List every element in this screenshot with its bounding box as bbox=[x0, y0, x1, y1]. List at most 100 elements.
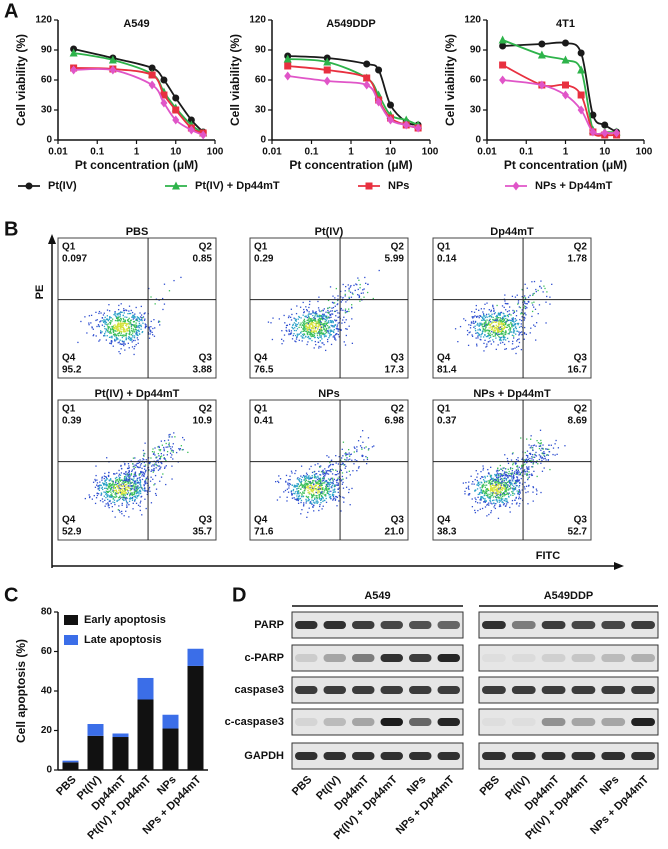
event-dot bbox=[319, 321, 321, 323]
band bbox=[601, 752, 626, 760]
event-dot bbox=[517, 490, 520, 493]
event-dot bbox=[334, 305, 336, 307]
marker bbox=[172, 181, 180, 190]
event-dot bbox=[542, 452, 545, 455]
event-dot bbox=[158, 446, 161, 449]
event-dot bbox=[344, 295, 346, 297]
event-dot bbox=[310, 481, 312, 484]
event-dot bbox=[487, 489, 490, 492]
plot-frame bbox=[249, 399, 409, 541]
event-dot bbox=[272, 317, 274, 319]
event-dot bbox=[318, 487, 320, 489]
event-dot bbox=[106, 318, 108, 320]
event-dot bbox=[121, 322, 124, 324]
y-tick-label: 30 bbox=[255, 105, 267, 116]
event-dot bbox=[102, 501, 104, 503]
event-dot bbox=[484, 320, 487, 322]
event-dot bbox=[347, 453, 349, 456]
event-dot bbox=[306, 322, 308, 324]
event-dot bbox=[114, 487, 117, 489]
event-dot bbox=[331, 313, 333, 315]
event-dot bbox=[506, 493, 509, 495]
event-dot bbox=[122, 317, 124, 320]
quadrant-value: 71.6 bbox=[254, 527, 274, 538]
event-dot bbox=[321, 318, 324, 321]
event-dot bbox=[312, 499, 315, 502]
event-dot bbox=[503, 327, 505, 330]
event-dot bbox=[527, 296, 530, 298]
event-dot bbox=[114, 333, 117, 335]
event-dot bbox=[518, 484, 521, 487]
event-dot bbox=[114, 482, 117, 484]
event-dot bbox=[132, 324, 134, 326]
event-dot bbox=[105, 487, 107, 489]
event-dot bbox=[108, 326, 110, 328]
event-dot bbox=[345, 486, 348, 488]
event-dot bbox=[494, 483, 496, 485]
event-dot bbox=[515, 480, 517, 482]
event-dot bbox=[484, 339, 486, 342]
quadrant-value: 6.98 bbox=[385, 416, 405, 427]
event-dot bbox=[126, 486, 128, 488]
event-dot bbox=[325, 501, 328, 504]
event-dot bbox=[505, 490, 507, 492]
event-dot bbox=[494, 327, 496, 330]
event-dot bbox=[103, 318, 105, 321]
event-dot bbox=[499, 323, 501, 325]
event-dot bbox=[137, 329, 140, 331]
event-dot bbox=[168, 445, 170, 447]
event-dot bbox=[123, 487, 125, 490]
event-dot bbox=[148, 468, 150, 471]
event-dot bbox=[323, 499, 325, 501]
event-dot bbox=[334, 297, 336, 299]
event-dot bbox=[318, 481, 320, 483]
event-dot bbox=[306, 310, 308, 312]
event-dot bbox=[505, 487, 507, 489]
event-dot bbox=[126, 330, 128, 332]
event-dot bbox=[523, 461, 526, 463]
event-dot bbox=[116, 496, 118, 498]
event-dot bbox=[545, 322, 547, 324]
event-dot bbox=[499, 500, 502, 502]
event-dot bbox=[482, 325, 485, 328]
event-dot bbox=[179, 448, 182, 450]
event-dot bbox=[122, 329, 124, 331]
event-dot bbox=[163, 283, 166, 285]
event-dot bbox=[150, 320, 152, 323]
event-dot bbox=[315, 473, 317, 475]
event-dot bbox=[144, 318, 146, 320]
event-dot bbox=[126, 319, 129, 322]
event-dot bbox=[298, 498, 300, 500]
event-dot bbox=[130, 488, 132, 490]
event-dot bbox=[518, 322, 520, 325]
event-dot bbox=[289, 483, 291, 485]
event-dot bbox=[496, 500, 498, 502]
event-dot bbox=[128, 305, 131, 307]
event-dot bbox=[521, 316, 523, 318]
event-dot bbox=[479, 487, 481, 489]
event-dot bbox=[137, 342, 139, 344]
event-dot bbox=[336, 470, 338, 473]
event-dot bbox=[521, 489, 523, 491]
event-dot bbox=[504, 454, 506, 456]
event-dot bbox=[531, 315, 533, 318]
event-dot bbox=[495, 321, 497, 324]
event-dot bbox=[543, 451, 545, 453]
event-dot bbox=[127, 313, 129, 315]
event-dot bbox=[504, 302, 507, 305]
event-dot bbox=[519, 497, 522, 500]
event-dot bbox=[492, 307, 495, 310]
event-dot bbox=[105, 321, 107, 324]
event-dot bbox=[518, 474, 520, 476]
event-dot bbox=[135, 324, 137, 327]
event-dot bbox=[123, 476, 126, 478]
event-dot bbox=[507, 486, 509, 488]
event-dot bbox=[134, 472, 137, 474]
event-dot bbox=[106, 309, 109, 311]
event-dot bbox=[466, 329, 469, 332]
event-dot bbox=[304, 489, 306, 491]
event-dot bbox=[140, 485, 142, 487]
event-dot bbox=[329, 481, 332, 483]
event-dot bbox=[102, 482, 105, 485]
event-dot bbox=[348, 470, 350, 472]
